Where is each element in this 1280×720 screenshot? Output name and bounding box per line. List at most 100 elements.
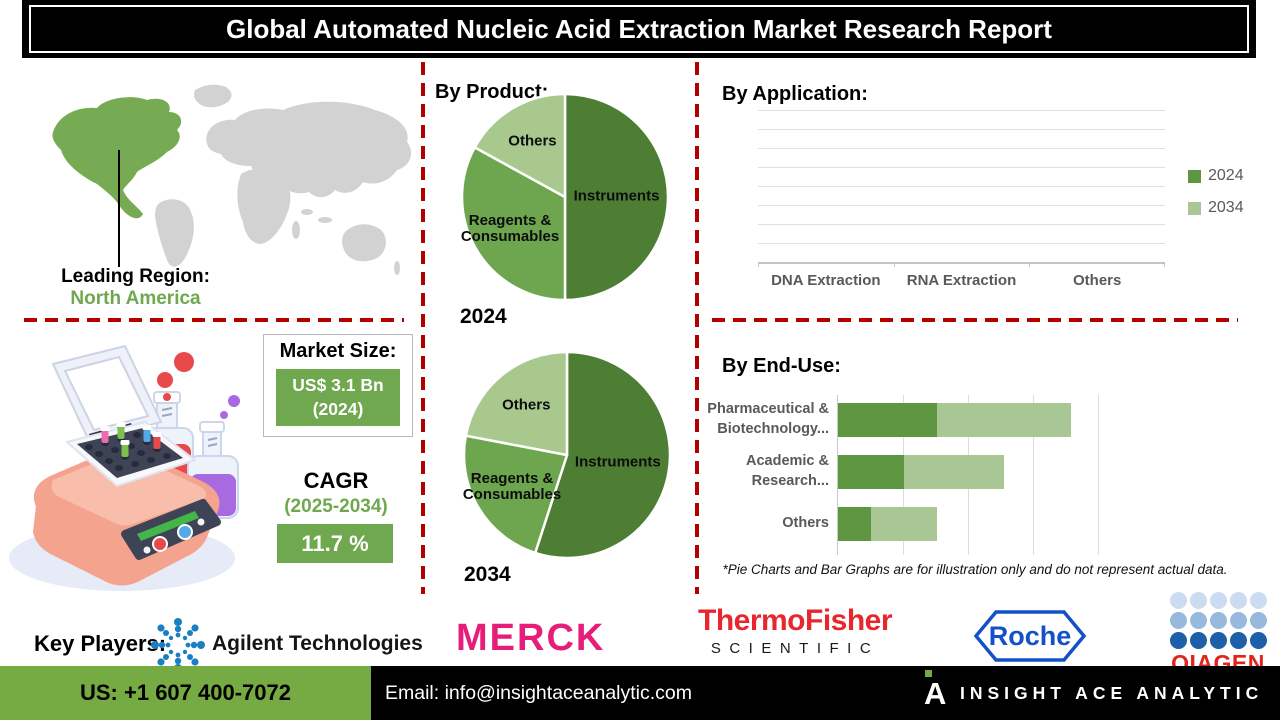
thermofisher-wordmark: ThermoFisher xyxy=(698,604,893,637)
pie-slice-1 xyxy=(462,434,569,555)
report-title: Global Automated Nucleic Acid Extraction… xyxy=(29,5,1249,53)
pie-slice-1 xyxy=(460,146,567,302)
sample-tubes xyxy=(100,422,162,457)
by-application-title: By Application: xyxy=(722,82,868,105)
insight-ace-brand-text: INSIGHT ACE ANALYTIC xyxy=(960,683,1264,703)
footer-email[interactable]: Email: info@insightaceanalytic.com xyxy=(385,682,693,704)
axis-tick xyxy=(1164,262,1165,267)
pie-year-2034: 2034 xyxy=(464,563,511,586)
application-legend: 2024 2034 xyxy=(1188,167,1244,217)
bar-segment-2034 xyxy=(937,403,1071,437)
qiagen-dot xyxy=(1169,592,1187,609)
pie-slice-label: Instruments xyxy=(573,187,660,205)
category-label: Academic & Research... xyxy=(745,453,829,489)
bar-segment-2024 xyxy=(838,455,904,489)
legend-label: 2034 xyxy=(1208,199,1244,216)
footer-bar: US: +1 607 400-7072 Email: info@insighta… xyxy=(0,666,1280,720)
sample-tray xyxy=(64,420,198,488)
qiagen-dot xyxy=(1209,612,1227,629)
axis-tick xyxy=(1029,262,1031,267)
pie-slice-label: Instruments xyxy=(574,453,661,471)
thermofisher-logo: ThermoFisher SCIENTIFIC xyxy=(698,604,893,658)
stacked-bar xyxy=(838,507,1138,541)
bar-segment-2034 xyxy=(904,455,1004,489)
market-size-box: Market Size: US$ 3.1 Bn (2024) xyxy=(263,334,413,438)
by-end-use-chart: Pharmaceutical & Biotechnology... Academic… xyxy=(700,395,1170,560)
qiagen-dot xyxy=(1249,632,1267,649)
roche-logo-text: Roche xyxy=(988,620,1072,651)
map-eurasia xyxy=(206,101,412,198)
legend-label: 2024 xyxy=(1208,167,1244,184)
bar-segment-2034 xyxy=(871,507,937,541)
world-map xyxy=(52,84,412,275)
product-pie-2034: Instruments Reagents & Consumables Others xyxy=(462,350,672,560)
end-use-row: Pharmaceutical & Biotechnology... xyxy=(700,401,1138,437)
gridline xyxy=(758,148,1165,149)
gridline xyxy=(758,205,1165,206)
category-label: Others xyxy=(1073,272,1122,289)
open-lid xyxy=(51,344,163,443)
illustration-disclaimer: *Pie Charts and Bar Graphs are for illus… xyxy=(722,562,1228,577)
pie-slice-2 xyxy=(473,92,567,199)
merck-logo: MERCK xyxy=(456,617,606,659)
cagr-period: (2025-2034) xyxy=(284,496,388,517)
pie-slice-0 xyxy=(563,92,670,302)
extraction-instrument-illustration xyxy=(9,344,240,591)
end-use-rows: Pharmaceutical & Biotechnology... Academic… xyxy=(700,401,1138,559)
cagr-value: 11.7 % xyxy=(277,524,393,563)
gridline xyxy=(758,243,1165,244)
qiagen-dot xyxy=(1169,632,1187,649)
qiagen-dot xyxy=(1229,592,1247,609)
divider-vertical-right xyxy=(695,62,699,594)
legend-swatch xyxy=(1188,169,1201,183)
divider-vertical-left xyxy=(421,62,425,594)
footer-phone[interactable]: US: +1 607 400-7072 xyxy=(0,666,371,720)
roche-hexagon-icon xyxy=(973,610,1087,662)
qiagen-dot xyxy=(1189,612,1207,629)
qiagen-dot xyxy=(1169,612,1187,629)
logo-green-dot xyxy=(925,670,932,677)
map-pointer-line xyxy=(118,150,120,267)
control-panel xyxy=(121,499,221,560)
gridline xyxy=(1033,395,1034,555)
by-end-use-title: By End-Use: xyxy=(722,354,841,377)
cagr-label: CAGR xyxy=(303,468,369,493)
pie-slice-label: Reagents & Consumables xyxy=(462,469,562,504)
axis-tick xyxy=(758,262,759,267)
thermofisher-scientific: SCIENTIFIC xyxy=(710,640,880,657)
category-label: RNA Extraction xyxy=(906,272,1017,289)
market-size-label: Market Size: xyxy=(279,340,397,362)
application-category-labels: DNA Extraction RNA Extraction Others xyxy=(758,272,1165,289)
pie-year-2024: 2024 xyxy=(460,305,507,328)
by-product-title: By Product: xyxy=(435,80,549,103)
legend-item-2034: 2034 xyxy=(1188,199,1244,217)
map-greenland xyxy=(194,84,232,108)
key-players-label: Key Players: xyxy=(34,631,167,656)
stacked-bar xyxy=(838,455,1138,489)
application-plot-area xyxy=(758,110,1165,267)
title-bar: Global Automated Nucleic Acid Extraction… xyxy=(22,0,1256,58)
leading-region-value: North America xyxy=(70,288,201,309)
qiagen-dot xyxy=(1249,612,1267,629)
product-pie-2024: Instruments Reagents & Consumables Others xyxy=(460,92,670,302)
axis-tick xyxy=(893,262,895,267)
category-label: Pharmaceutical & Biotechnology... xyxy=(707,401,829,437)
qiagen-dot-grid xyxy=(1168,592,1268,649)
gridline xyxy=(1098,395,1099,555)
bar-segment-2024 xyxy=(838,507,871,541)
map-north-america-highlight xyxy=(52,97,182,219)
legend-item-2024: 2024 xyxy=(1188,167,1244,185)
pie-slice-0 xyxy=(533,350,672,560)
qiagen-dot xyxy=(1209,592,1227,609)
pie-slice-label: Others xyxy=(508,132,557,150)
bar-segment-2024 xyxy=(838,403,937,437)
divider-horizontal-right xyxy=(712,318,1238,322)
end-use-row: Others xyxy=(700,507,1138,541)
gridline xyxy=(758,224,1165,225)
legend-swatch xyxy=(1188,201,1201,215)
map-australia xyxy=(342,224,386,262)
insight-ace-logo-mark: A xyxy=(922,670,952,714)
gridline xyxy=(758,186,1165,187)
gridline xyxy=(758,167,1165,168)
